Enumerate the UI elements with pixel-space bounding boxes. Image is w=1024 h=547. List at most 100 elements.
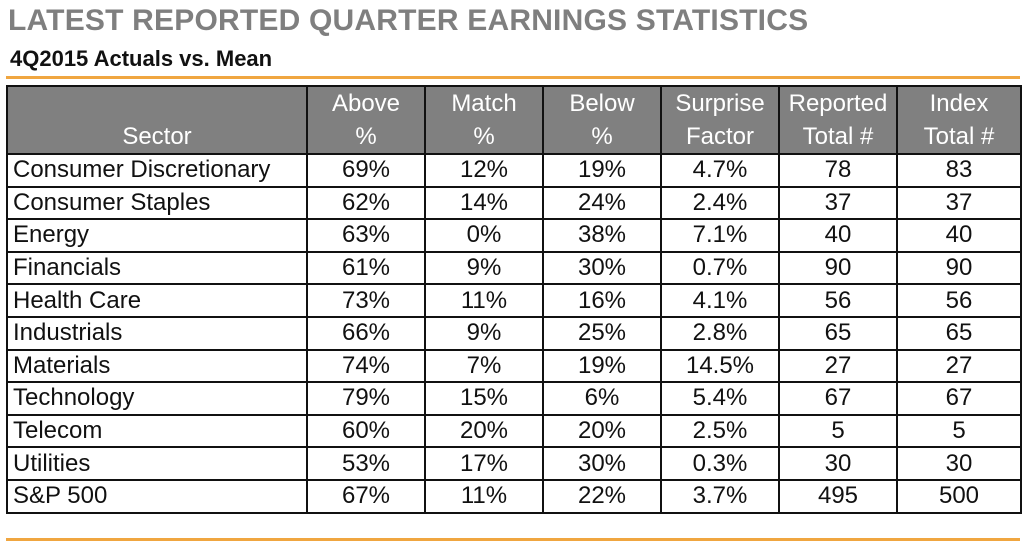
index-total-cell: 83 [896, 153, 1022, 188]
earnings-statistics-table: Sector Above % Match % Below % Surprise … [6, 85, 1022, 514]
match-pct-cell: 11% [424, 283, 544, 318]
column-header-match: Match % [424, 85, 544, 155]
bottom-divider [6, 538, 1020, 541]
sector-cell: Technology [6, 381, 308, 416]
sector-cell: S&P 500 [6, 478, 308, 514]
table-row: Technology 79% 15% 6% 5.4% 67 67 [6, 381, 1022, 416]
sector-cell: Consumer Staples [6, 185, 308, 221]
column-header-label: Below [569, 90, 635, 117]
match-pct-cell: 7% [424, 348, 544, 384]
below-pct-cell: 38% [542, 218, 662, 253]
reported-total-cell: 65 [778, 315, 898, 351]
index-total-cell: 37 [896, 185, 1022, 221]
below-pct-cell: 24% [542, 185, 662, 221]
index-total-cell: 56 [896, 283, 1022, 318]
column-header-label: % [355, 123, 377, 150]
below-pct-cell: 6% [542, 381, 662, 416]
index-total-cell: 27 [896, 348, 1022, 384]
match-pct-cell: 17% [424, 446, 544, 481]
surprise-factor-cell: 4.1% [660, 283, 780, 318]
table-row: Telecom 60% 20% 20% 2.5% 5 5 [6, 413, 1022, 449]
table-row: Financials 61% 9% 30% 0.7% 90 90 [6, 250, 1022, 286]
match-pct-cell: 9% [424, 315, 544, 351]
above-pct-cell: 66% [306, 315, 426, 351]
reported-total-cell: 27 [778, 348, 898, 384]
match-pct-cell: 0% [424, 218, 544, 253]
reported-total-cell: 37 [778, 185, 898, 221]
index-total-cell: 67 [896, 381, 1022, 416]
below-pct-cell: 20% [542, 413, 662, 449]
column-header-reported-total: Reported Total # [778, 85, 898, 155]
surprise-factor-cell: 4.7% [660, 153, 780, 188]
above-pct-cell: 73% [306, 283, 426, 318]
column-header-label: Sector [122, 123, 192, 150]
table-row: Consumer Staples 62% 14% 24% 2.4% 37 37 [6, 185, 1022, 221]
column-header-label: % [473, 123, 495, 150]
index-total-cell: 5 [896, 413, 1022, 449]
above-pct-cell: 53% [306, 446, 426, 481]
table-row: Consumer Discretionary 69% 12% 19% 4.7% 78 83 [6, 153, 1022, 188]
sector-cell: Health Care [6, 283, 308, 318]
surprise-factor-cell: 3.7% [660, 478, 780, 514]
below-pct-cell: 16% [542, 283, 662, 318]
match-pct-cell: 15% [424, 381, 544, 416]
index-total-cell: 90 [896, 250, 1022, 286]
column-header-label: Factor [685, 123, 754, 150]
column-header-index-total: Index Total # [896, 85, 1022, 155]
surprise-factor-cell: 14.5% [660, 348, 780, 384]
index-total-cell: 30 [896, 446, 1022, 481]
above-pct-cell: 69% [306, 153, 426, 188]
index-total-cell: 65 [896, 315, 1022, 351]
sector-cell: Telecom [6, 413, 308, 449]
reported-total-cell: 30 [778, 446, 898, 481]
column-header-label: Surprise [675, 90, 765, 117]
surprise-factor-cell: 7.1% [660, 218, 780, 253]
above-pct-cell: 67% [306, 478, 426, 514]
sector-cell: Industrials [6, 315, 308, 351]
above-pct-cell: 60% [306, 413, 426, 449]
below-pct-cell: 19% [542, 348, 662, 384]
table-row: Industrials 66% 9% 25% 2.8% 65 65 [6, 315, 1022, 351]
above-pct-cell: 79% [306, 381, 426, 416]
table-row: Utilities 53% 17% 30% 0.3% 30 30 [6, 446, 1022, 481]
table-row: S&P 500 67% 11% 22% 3.7% 495 500 [6, 478, 1022, 514]
column-header-label: Index [929, 90, 989, 117]
below-pct-cell: 19% [542, 153, 662, 188]
sector-cell: Consumer Discretionary [6, 153, 308, 188]
sector-cell: Financials [6, 250, 308, 286]
column-header-label: Above [331, 90, 401, 117]
surprise-factor-cell: 0.7% [660, 250, 780, 286]
reported-total-cell: 56 [778, 283, 898, 318]
sector-cell: Energy [6, 218, 308, 253]
column-header-label: Total # [802, 123, 874, 150]
match-pct-cell: 12% [424, 153, 544, 188]
reported-total-cell: 67 [778, 381, 898, 416]
above-pct-cell: 63% [306, 218, 426, 253]
reported-total-cell: 40 [778, 218, 898, 253]
index-total-cell: 500 [896, 478, 1022, 514]
column-header-above: Above % [306, 85, 426, 155]
index-total-cell: 40 [896, 218, 1022, 253]
table-body: Consumer Discretionary 69% 12% 19% 4.7% 78 83 C… [6, 153, 1022, 514]
below-pct-cell: 30% [542, 250, 662, 286]
reported-total-cell: 78 [778, 153, 898, 188]
table-header-row: Sector Above % Match % Below % Surprise … [6, 85, 1022, 155]
surprise-factor-cell: 0.3% [660, 446, 780, 481]
reported-total-cell: 90 [778, 250, 898, 286]
match-pct-cell: 11% [424, 478, 544, 514]
above-pct-cell: 74% [306, 348, 426, 384]
column-header-surprise-factor: Surprise Factor [660, 85, 780, 155]
top-divider [6, 76, 1020, 79]
column-header-label: Reported [788, 90, 888, 117]
table-row: Energy 63% 0% 38% 7.1% 40 40 [6, 218, 1022, 253]
below-pct-cell: 22% [542, 478, 662, 514]
page-title: LATEST REPORTED QUARTER EARNINGS STATIST… [8, 4, 809, 37]
sector-cell: Utilities [6, 446, 308, 481]
column-header-label: Total # [923, 123, 995, 150]
surprise-factor-cell: 2.4% [660, 185, 780, 221]
above-pct-cell: 62% [306, 185, 426, 221]
surprise-factor-cell: 5.4% [660, 381, 780, 416]
reported-total-cell: 5 [778, 413, 898, 449]
surprise-factor-cell: 2.5% [660, 413, 780, 449]
below-pct-cell: 30% [542, 446, 662, 481]
